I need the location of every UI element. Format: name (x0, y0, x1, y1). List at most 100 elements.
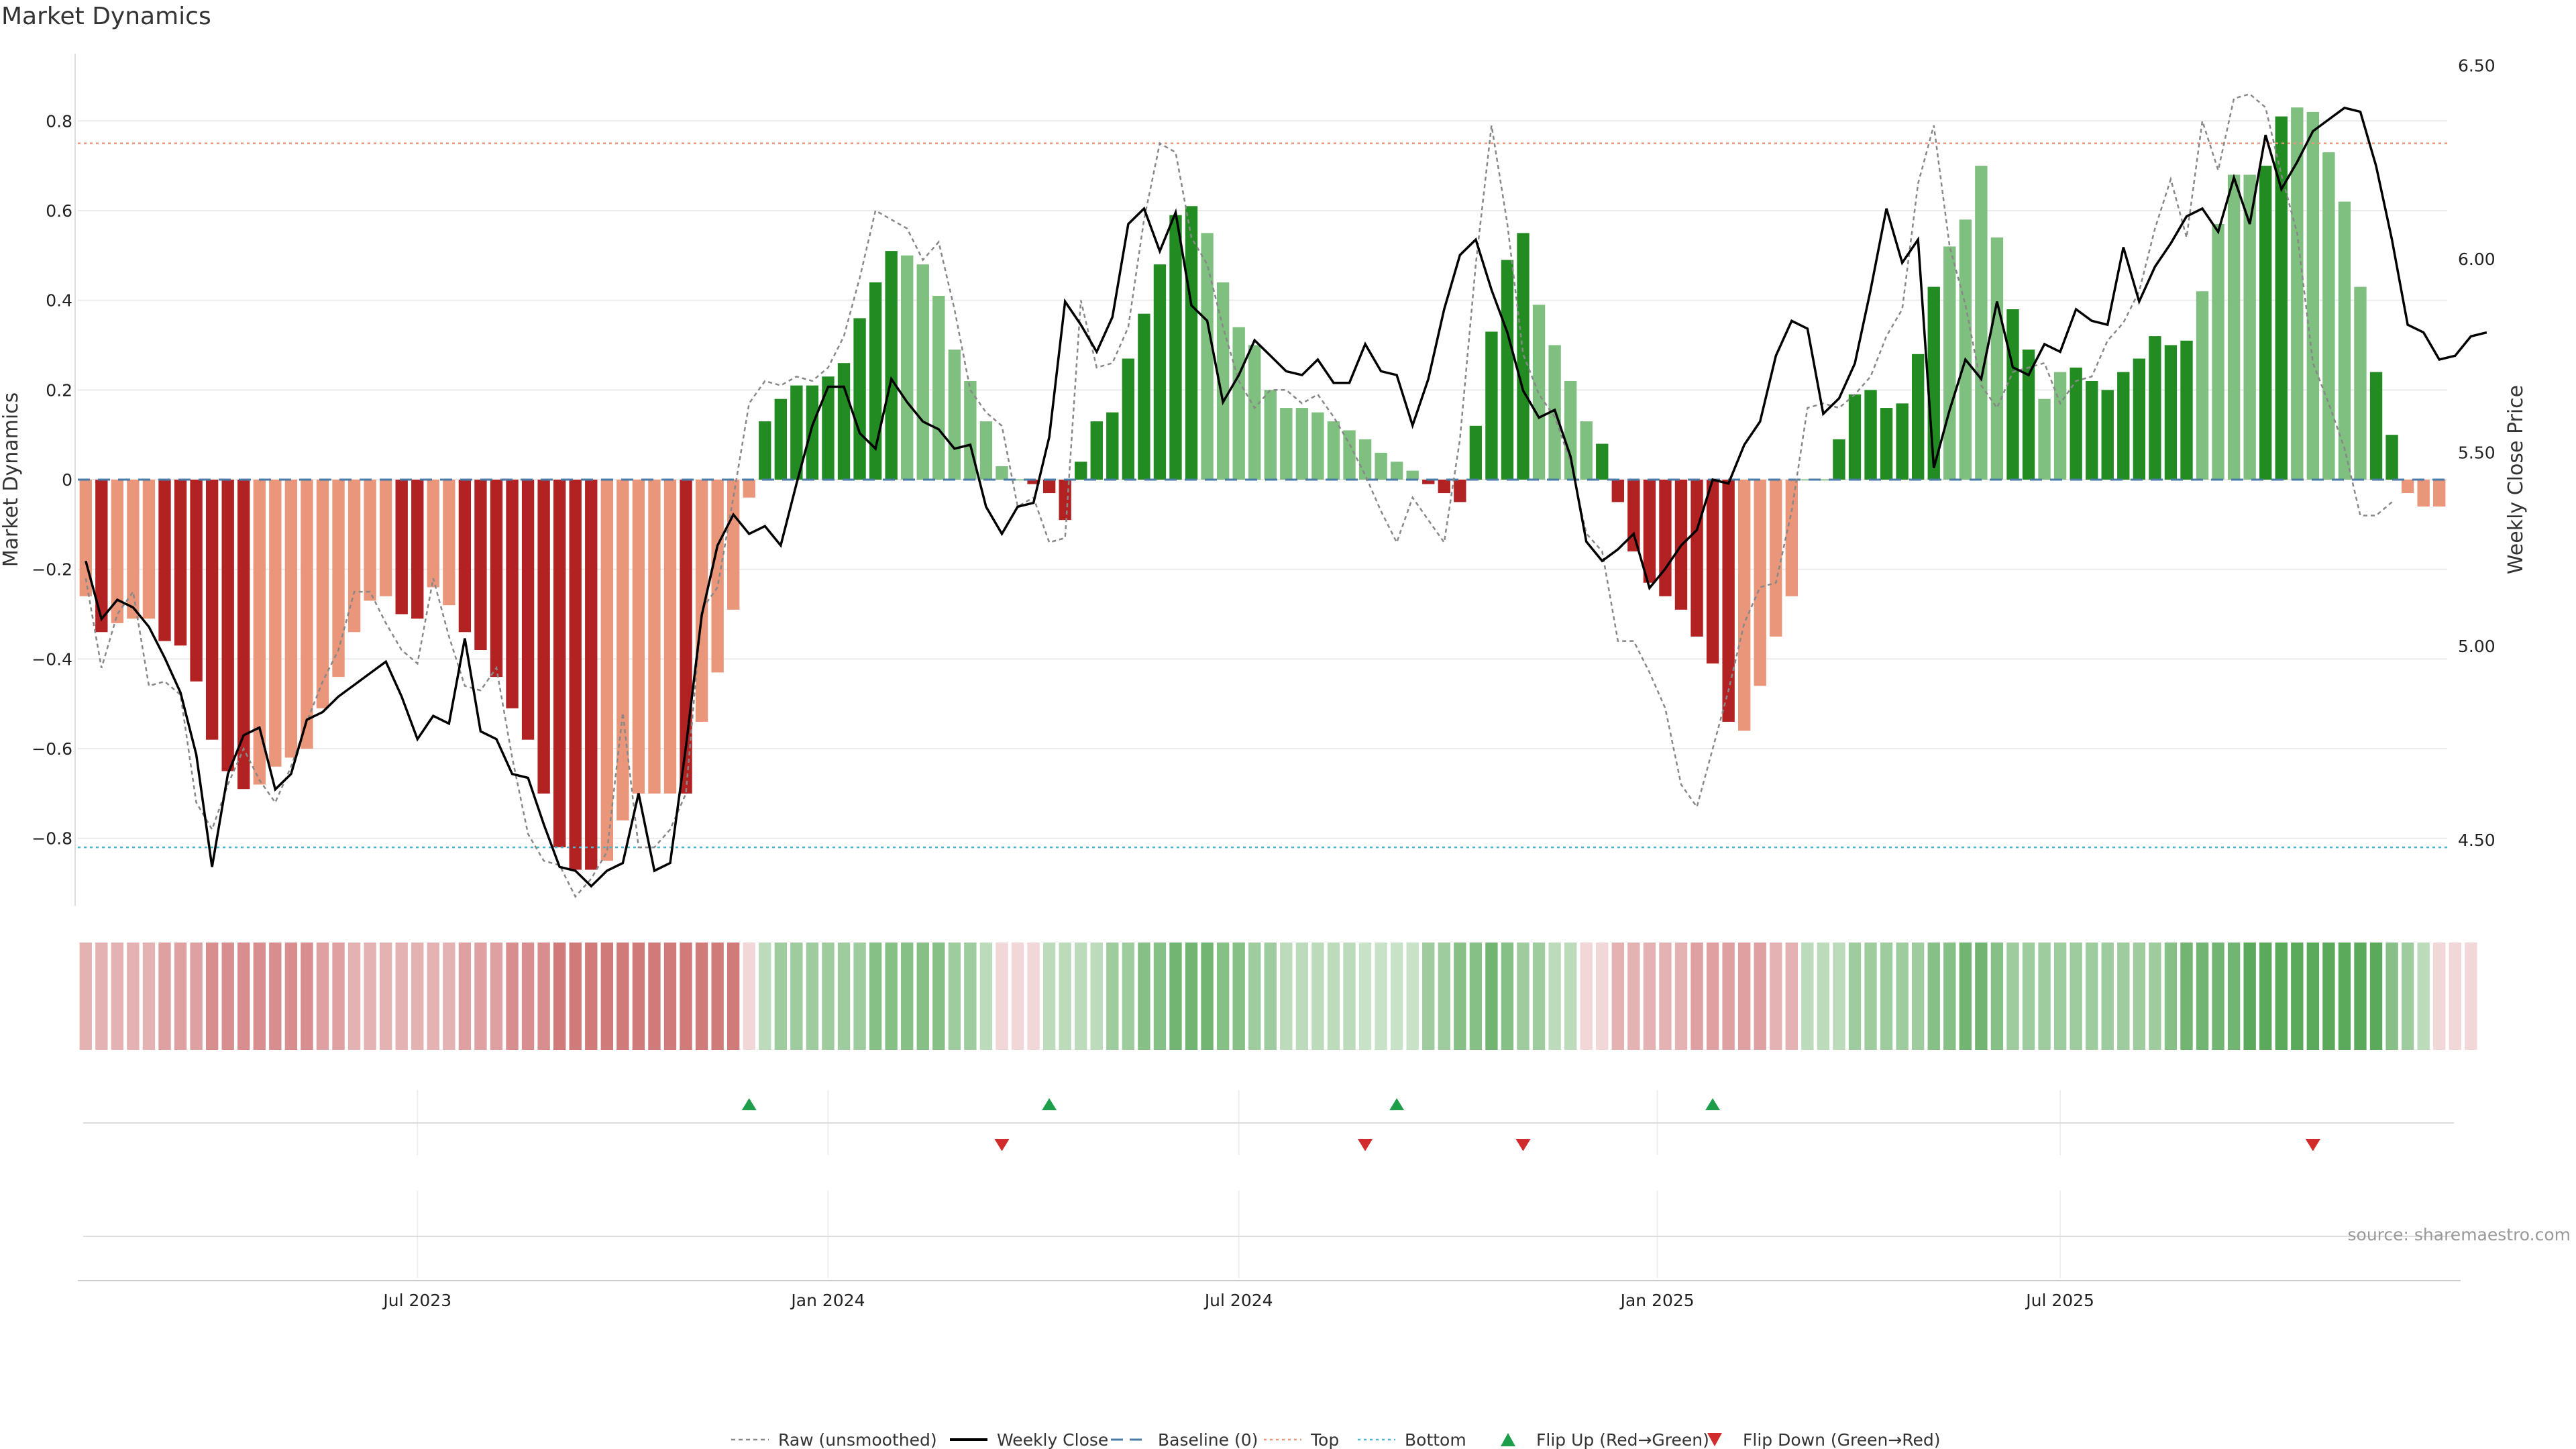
bar (1990, 237, 2004, 480)
y-tick-label: 0.4 (46, 291, 72, 311)
bar (616, 480, 629, 820)
bar (853, 318, 866, 480)
heatmap-cell (284, 943, 298, 1050)
bar (2117, 372, 2130, 480)
heatmap-cell (79, 943, 92, 1050)
bar (743, 480, 755, 498)
legend-item-top: Top (1264, 1430, 1339, 1449)
bar (2401, 480, 2414, 494)
bar (458, 480, 472, 633)
y-tick-label: 0.6 (46, 201, 72, 221)
legend-item-baseline: Baseline (0) (1111, 1430, 1258, 1449)
bar (1659, 480, 1672, 596)
flip-up-marker (741, 1098, 757, 1110)
heatmap-cell (1659, 943, 1672, 1050)
legend-label: Bottom (1405, 1430, 1466, 1449)
heatmap-cell (616, 943, 629, 1050)
heatmap-cell (269, 943, 282, 1050)
heatmap-cell (1580, 943, 1593, 1050)
bar (2133, 358, 2146, 480)
legend-label: Baseline (0) (1158, 1430, 1258, 1449)
heatmap-cell (2243, 943, 2256, 1050)
heatmap-cell (443, 943, 455, 1050)
heatmap-cell (2180, 943, 2193, 1050)
heatmap-cell (1280, 943, 1293, 1050)
bar (2354, 286, 2367, 480)
heatmap-cell (2465, 943, 2477, 1050)
bar (1596, 443, 1609, 480)
bar (284, 480, 298, 758)
y2-tick-label: 6.50 (2458, 56, 2496, 75)
bar (1959, 219, 1972, 480)
bar (1375, 452, 1387, 480)
bar (1706, 480, 1719, 664)
heatmap-cell (2086, 943, 2098, 1050)
heatmap-cell (1927, 943, 1940, 1050)
heatmap-cell (2322, 943, 2335, 1050)
heatmap-cell (1770, 943, 1782, 1050)
bar (1722, 480, 1735, 722)
heatmap-cell (1943, 943, 1956, 1050)
heatmap-cell (2369, 943, 2383, 1050)
heatmap-cell (680, 943, 692, 1050)
bar (1138, 313, 1150, 480)
bar (1264, 390, 1277, 480)
bar (1485, 331, 1498, 480)
heatmap-cell (190, 943, 203, 1050)
heatmap-cell (1138, 943, 1150, 1050)
heatmap-cell (1706, 943, 1719, 1050)
heatmap-cell (1438, 943, 1450, 1050)
heatmap-cell (1611, 943, 1624, 1050)
bar (190, 480, 203, 682)
bar (1169, 215, 1182, 480)
heatmap-cell (2133, 943, 2146, 1050)
heatmap-cell (2433, 943, 2446, 1050)
bar (2259, 166, 2272, 480)
bar (600, 480, 613, 861)
heatmap-cell (1358, 943, 1372, 1050)
bar (1185, 206, 1198, 480)
heatmap-cell (585, 943, 598, 1050)
heatmap-cell (221, 943, 234, 1050)
bar (1075, 462, 1087, 480)
bar (1327, 421, 1340, 480)
y-tick-label: 0.8 (46, 111, 72, 131)
bar (837, 363, 851, 480)
heatmap-cell (743, 943, 755, 1050)
bar (901, 255, 914, 480)
flip-down-marker (2305, 1139, 2320, 1151)
heatmap-cell (1817, 943, 1830, 1050)
heatmap-cell (1517, 943, 1529, 1050)
bar (1564, 380, 1577, 480)
y-tick-label: −0.4 (32, 649, 72, 669)
heatmap-cell (1264, 943, 1277, 1050)
heatmap-cell (1469, 943, 1483, 1050)
heatmap-cell (347, 943, 361, 1050)
bar (1343, 430, 1356, 480)
heatmap-cell (2196, 943, 2209, 1050)
bar (2022, 350, 2035, 480)
bar (1754, 480, 1766, 686)
legend-item-bottom: Bottom (1358, 1430, 1466, 1449)
heatmap-cell (2006, 943, 2019, 1050)
heatmap-cell (1027, 943, 1040, 1050)
heatmap-cell (1327, 943, 1340, 1050)
heatmap-cell (727, 943, 740, 1050)
bar (347, 480, 361, 633)
bar (1975, 166, 1988, 480)
heatmap-cell (2117, 943, 2130, 1050)
heatmap-cell (553, 943, 566, 1050)
bar (1469, 425, 1483, 480)
heatmap-cell (2101, 943, 2114, 1050)
bar (174, 480, 187, 646)
heatmap-cell (932, 943, 945, 1050)
bar (364, 480, 376, 601)
heatmap-cell (1375, 943, 1387, 1050)
chart-title: Market Dynamics (1, 3, 211, 30)
y-axis-title: Market Dynamics (0, 392, 23, 568)
heatmap-cell (901, 943, 914, 1050)
bar (1106, 412, 1119, 480)
legend-label: Flip Up (Red→Green) (1536, 1430, 1709, 1449)
legend-item-close: Weekly Close (950, 1430, 1108, 1449)
